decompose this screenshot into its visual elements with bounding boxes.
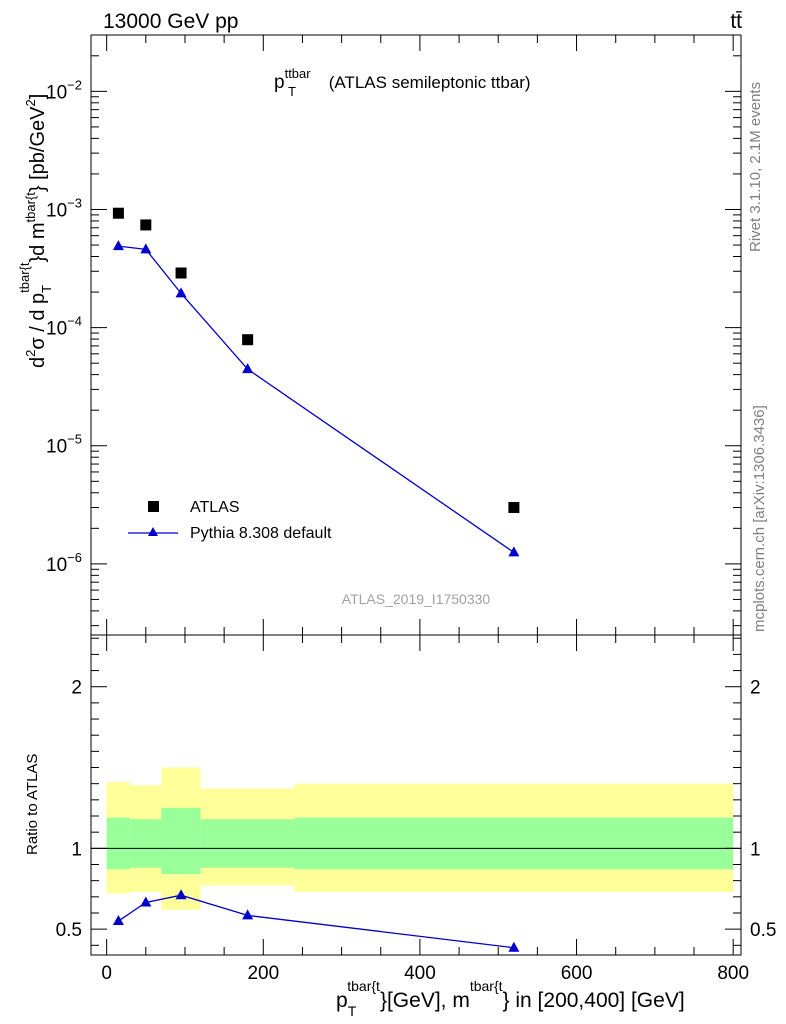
- main-ytick-base: 10: [46, 319, 67, 340]
- main-ylabel: d2σ / d pTtbar{t}d mtbar{t} [pb/GeV2]: [17, 94, 54, 368]
- main-ytick-label: 10−3: [46, 195, 82, 221]
- legend-atlas-label: ATLAS: [190, 499, 240, 516]
- xlabel: pTtbar{t}[GeV], mtbar{t} in [200,400] [G…: [336, 978, 685, 1019]
- pythia-point: [140, 243, 152, 254]
- plot-title-sub: T: [288, 84, 296, 99]
- ratio-band-inner: [294, 817, 734, 870]
- ratio-xtick-label: 800: [717, 963, 749, 984]
- ratio-pythia-point: [508, 941, 520, 952]
- ratio-band-inner: [161, 807, 201, 875]
- ratio-ylabel: Ratio to ATLAS: [24, 754, 41, 855]
- ylabel-p2-sup: tbar{t: [17, 262, 32, 293]
- ratio-ytick-label-right: 2: [750, 678, 761, 699]
- main-ytick-exp: −2: [67, 77, 82, 92]
- ratio-panel: 0.5 0.5 1 1 2 2 0 200 400 600 800 Ratio to ATLAS: [24, 634, 776, 984]
- ratio-band-inner: [130, 819, 162, 868]
- xlabel-p1-sub: T: [348, 1003, 357, 1019]
- main-ticks: 10−610−510−410−310−2: [46, 34, 741, 635]
- plot-title-main: p: [274, 72, 285, 93]
- ylabel-p3-sup: tbar{t: [23, 192, 38, 223]
- main-ytick-exp: −5: [67, 432, 82, 447]
- ylabel-p5: ]: [27, 94, 49, 100]
- legend-pythia-marker: [148, 527, 158, 536]
- legend-pythia-label: Pythia 8.308 default: [190, 525, 332, 542]
- ratio-ticks: 0.5 0.5 1 1 2 2 0 200 400 600 800: [56, 635, 776, 984]
- plot-title-sup: ttbar: [285, 66, 312, 81]
- ratio-pythia-point: [112, 915, 124, 926]
- ratio-bands: [91, 767, 741, 910]
- ylabel-p4: } [pb/GeV: [27, 106, 49, 192]
- ylabel-p3: }d m: [27, 222, 49, 262]
- pythia-line: [118, 245, 515, 553]
- ratio-xtick-label: 0: [101, 963, 112, 984]
- ratio-xtick-label: 200: [247, 963, 279, 984]
- energy-label: 13000 GeV pp: [103, 10, 238, 33]
- main-ytick-exp: −6: [67, 550, 82, 565]
- pythia-point: [112, 240, 124, 251]
- ylabel-p2: σ / d p: [27, 293, 49, 350]
- main-panel: 10−610−510−410−310−2 pttbar T (ATLAS semi…: [17, 34, 742, 636]
- ratio-xtick-label: 400: [404, 963, 436, 984]
- ratio-ytick-label-left: 1: [71, 839, 82, 860]
- ratio-ytick-label-right: 1: [750, 839, 761, 860]
- ratio-frame: [90, 634, 742, 956]
- main-frame: [90, 34, 742, 636]
- main-data-layer: [112, 207, 520, 557]
- ylabel-p1: d: [27, 357, 49, 368]
- pythia-point: [508, 546, 520, 557]
- ratio-pythia-point: [140, 896, 152, 907]
- ratio-band-inner: [200, 819, 295, 868]
- ylabel-p4-sup: 2: [23, 99, 38, 106]
- main-ytick-label: 10−2: [46, 77, 82, 103]
- pythia-point: [175, 287, 187, 298]
- xlabel-p2: }[GeV], m: [380, 989, 470, 1012]
- pythia-point: [242, 363, 254, 374]
- main-ytick-base: 10: [46, 200, 67, 221]
- atlas-point: [175, 267, 187, 279]
- legend-atlas-marker: [148, 501, 159, 512]
- mcplots-label: mcplots.cern.ch [arXiv:1306.3436]: [751, 405, 768, 632]
- ylabel-p2-sub: T: [39, 285, 54, 293]
- rivet-label: Rivet 3.1.10, 2.1M events: [747, 82, 764, 252]
- main-ytick-base: 10: [46, 437, 67, 458]
- ratio-ytick-label-right: 0.5: [750, 920, 776, 941]
- ratio-band-inner: [106, 817, 131, 870]
- legend: ATLAS Pythia 8.308 default: [128, 499, 332, 542]
- atlas-point: [508, 502, 520, 514]
- ratio-data-layer: [112, 889, 520, 952]
- plot-title-rest: (ATLAS semileptonic ttbar): [324, 73, 531, 92]
- main-ytick-label: 10−4: [46, 314, 82, 340]
- ratio-pythia-point: [175, 889, 187, 900]
- atlas-point: [140, 219, 152, 231]
- atlas-point: [112, 207, 124, 219]
- main-ytick-exp: −4: [67, 314, 82, 329]
- process-label: tt̄: [730, 10, 742, 33]
- xlabel-p1-sup: tbar{t: [347, 978, 380, 994]
- ratio-ytick-label-left: 2: [71, 678, 82, 699]
- atlas-point: [242, 334, 254, 346]
- ylabel-p1-sup: 2: [23, 350, 38, 357]
- main-ytick-base: 10: [46, 82, 67, 103]
- main-ytick-label: 10−6: [46, 550, 82, 576]
- ratio-pythia-point: [242, 909, 254, 920]
- main-ytick-label: 10−5: [46, 432, 82, 458]
- xlabel-p2-sup: tbar{t: [470, 978, 503, 994]
- main-ytick-base: 10: [46, 555, 67, 576]
- plot-title: pttbar T (ATLAS semileptonic ttbar): [274, 66, 531, 99]
- main-ytick-exp: −3: [67, 195, 82, 210]
- ratio-ytick-label-left: 0.5: [56, 920, 82, 941]
- ratio-xtick-label: 600: [561, 963, 593, 984]
- xlabel-p3: } in [200,400] [GeV]: [503, 989, 685, 1012]
- xlabel-p1: p: [336, 989, 348, 1012]
- watermark: ATLAS_2019_I1750330: [342, 591, 491, 607]
